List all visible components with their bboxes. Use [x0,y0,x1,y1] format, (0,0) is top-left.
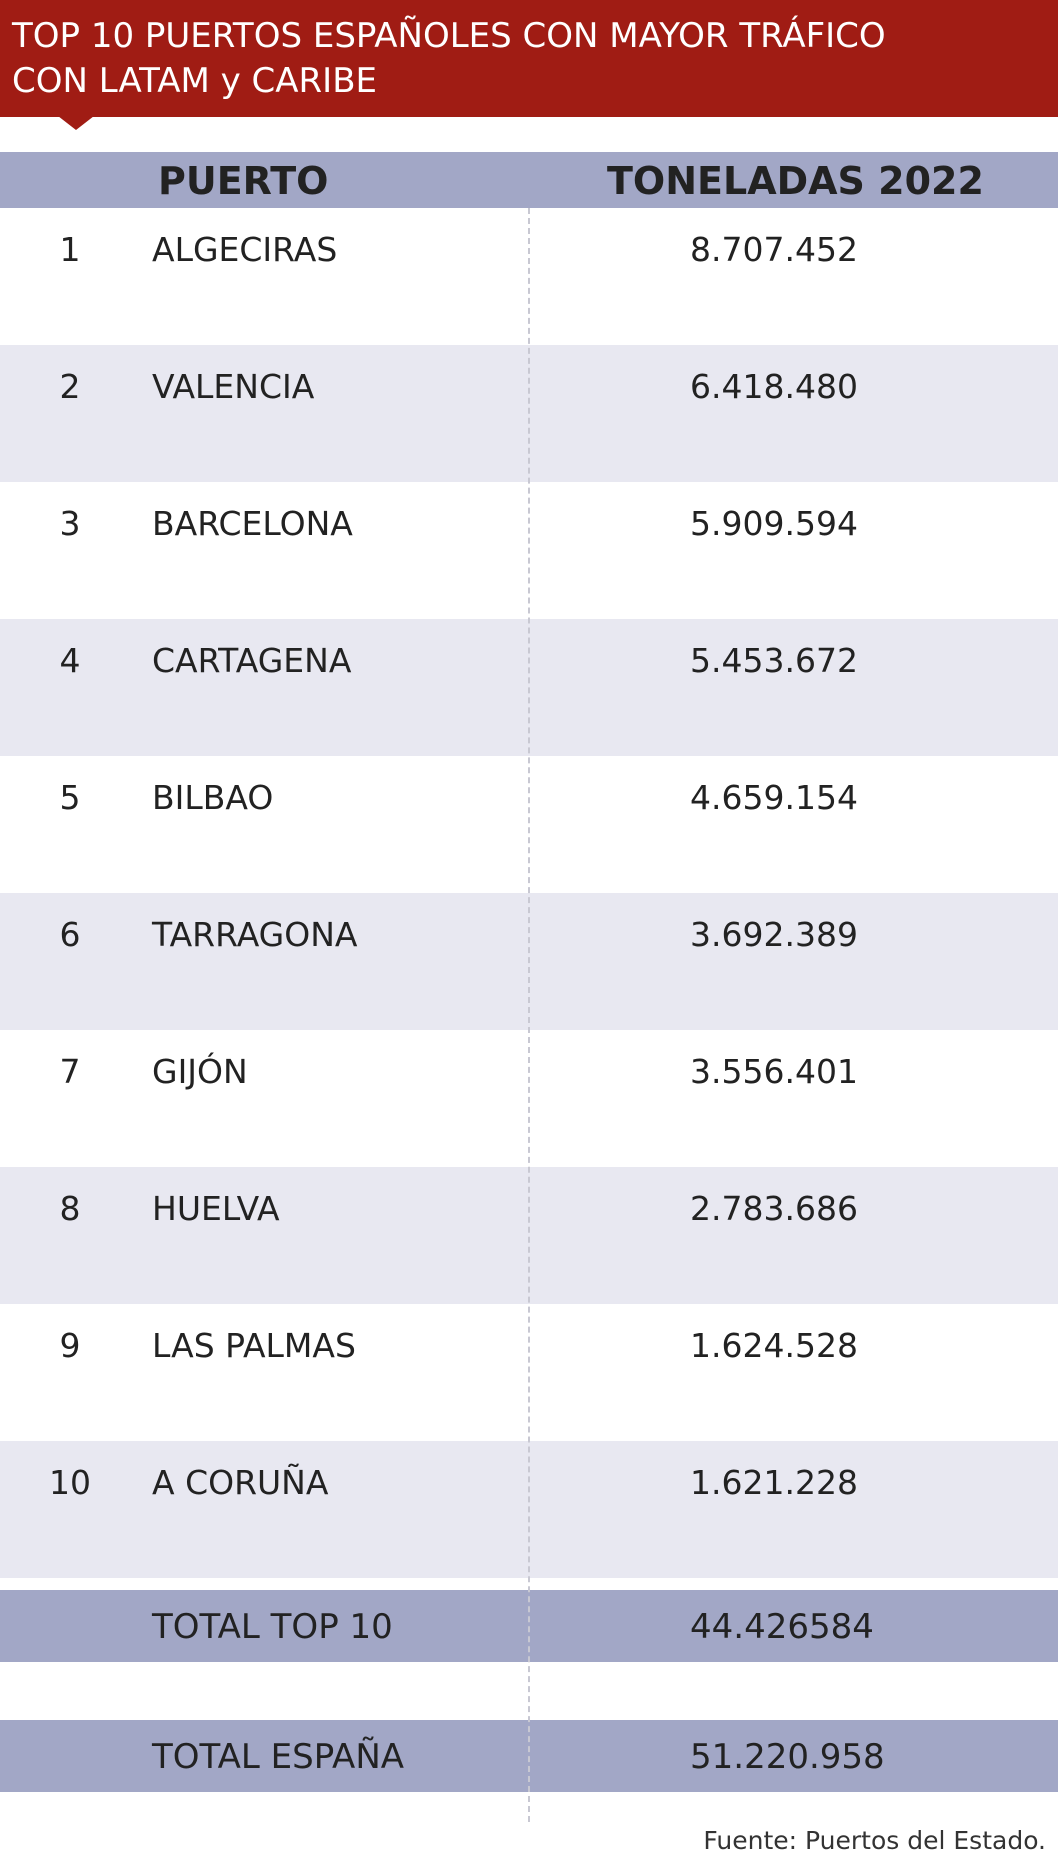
row-port: TARRAGONA [152,915,358,954]
row-port: BILBAO [152,778,274,817]
row-rank: 7 [59,1052,81,1091]
total-spain-label: TOTAL ESPAÑA [152,1737,405,1777]
row-rank: 2 [59,367,81,406]
row-port: VALENCIA [152,367,315,406]
row-rank: 3 [59,504,81,543]
row-rank: 8 [59,1189,81,1228]
row-rank: 5 [59,778,81,817]
row-rank: 10 [49,1463,91,1502]
table-row: 9 LAS PALMAS 1.624.528 [0,1304,1058,1441]
row-tons: 8.707.452 [690,230,858,269]
row-tons: 6.418.480 [690,367,858,406]
row-tons: 1.621.228 [690,1463,858,1502]
total-top10-value: 44.426584 [690,1607,874,1647]
title-banner: TOP 10 PUERTOS ESPAÑOLES CON MAYOR TRÁFI… [0,0,1058,117]
total-spain-value: 51.220.958 [690,1737,885,1777]
table-header: PUERTO TONELADAS 2022 [0,152,1058,208]
source-note: Fuente: Puertos del Estado. [703,1826,1046,1855]
row-rank: 4 [59,641,81,680]
row-tons: 5.909.594 [690,504,858,543]
column-divider [528,208,530,1822]
header-port: PUERTO [158,159,329,203]
total-top10-label: TOTAL TOP 10 [152,1607,393,1647]
header-tons: TONELADAS 2022 [607,159,984,203]
title-line-1: TOP 10 PUERTOS ESPAÑOLES CON MAYOR TRÁFI… [12,16,886,56]
row-tons: 3.692.389 [690,915,858,954]
row-rank: 1 [59,230,81,269]
row-tons: 2.783.686 [690,1189,858,1228]
table-row: 7 GIJÓN 3.556.401 [0,1030,1058,1167]
row-port: GIJÓN [152,1052,248,1091]
table-row: 1 ALGECIRAS 8.707.452 [0,208,1058,345]
row-tons: 5.453.672 [690,641,858,680]
row-port: HUELVA [152,1189,280,1228]
title-line-2: CON LATAM y CARIBE [12,61,378,101]
table-row: 5 BILBAO 4.659.154 [0,756,1058,893]
row-tons: 3.556.401 [690,1052,858,1091]
row-port: LAS PALMAS [152,1326,356,1365]
row-port: A CORUÑA [152,1463,329,1502]
row-rank: 6 [59,915,81,954]
row-rank: 9 [59,1326,81,1365]
row-port: ALGECIRAS [152,230,338,269]
banner-pointer [58,116,94,130]
row-port: BARCELONA [152,504,353,543]
row-port: CARTAGENA [152,641,352,680]
row-tons: 4.659.154 [690,778,858,817]
table-row: 3 BARCELONA 5.909.594 [0,482,1058,619]
row-tons: 1.624.528 [690,1326,858,1365]
